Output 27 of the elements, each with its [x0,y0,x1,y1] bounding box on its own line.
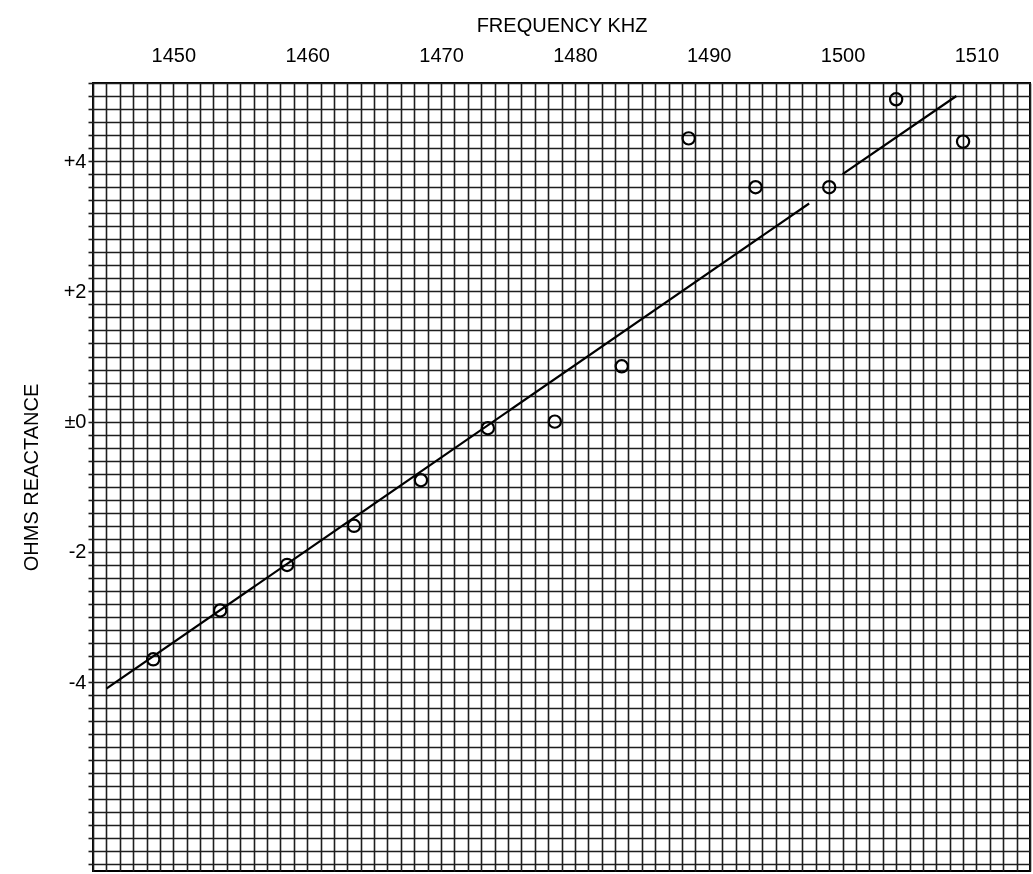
point [821,179,837,195]
point [480,420,496,436]
point [681,131,696,146]
point [614,359,629,374]
point [146,652,161,667]
point [279,557,295,573]
x-tick-label: 1480 [553,43,598,66]
point [955,134,971,149]
point [888,92,904,107]
x-axis-title: FREQUENCY KHZ [476,13,648,36]
x-tick-label: 1460 [285,43,330,66]
point [413,473,429,488]
point [346,518,362,534]
y-tick-label: -2 [68,540,87,563]
y-tick-label: ±0 [64,410,87,433]
y-tick-label: +4 [63,149,87,172]
x-tick-label: 1470 [419,43,464,66]
y-tick-label: +2 [63,279,87,302]
x-tick-label: 1500 [820,43,866,66]
point [547,414,563,429]
y-axis-title: OHMS REACTANCE [19,383,42,572]
x-tick-label: 1490 [686,43,732,66]
y-tick-label: -4 [68,670,87,693]
x-tick-label: 1450 [151,43,197,66]
point [748,179,763,195]
x-tick-label: 1510 [954,43,1000,66]
point [212,603,228,618]
